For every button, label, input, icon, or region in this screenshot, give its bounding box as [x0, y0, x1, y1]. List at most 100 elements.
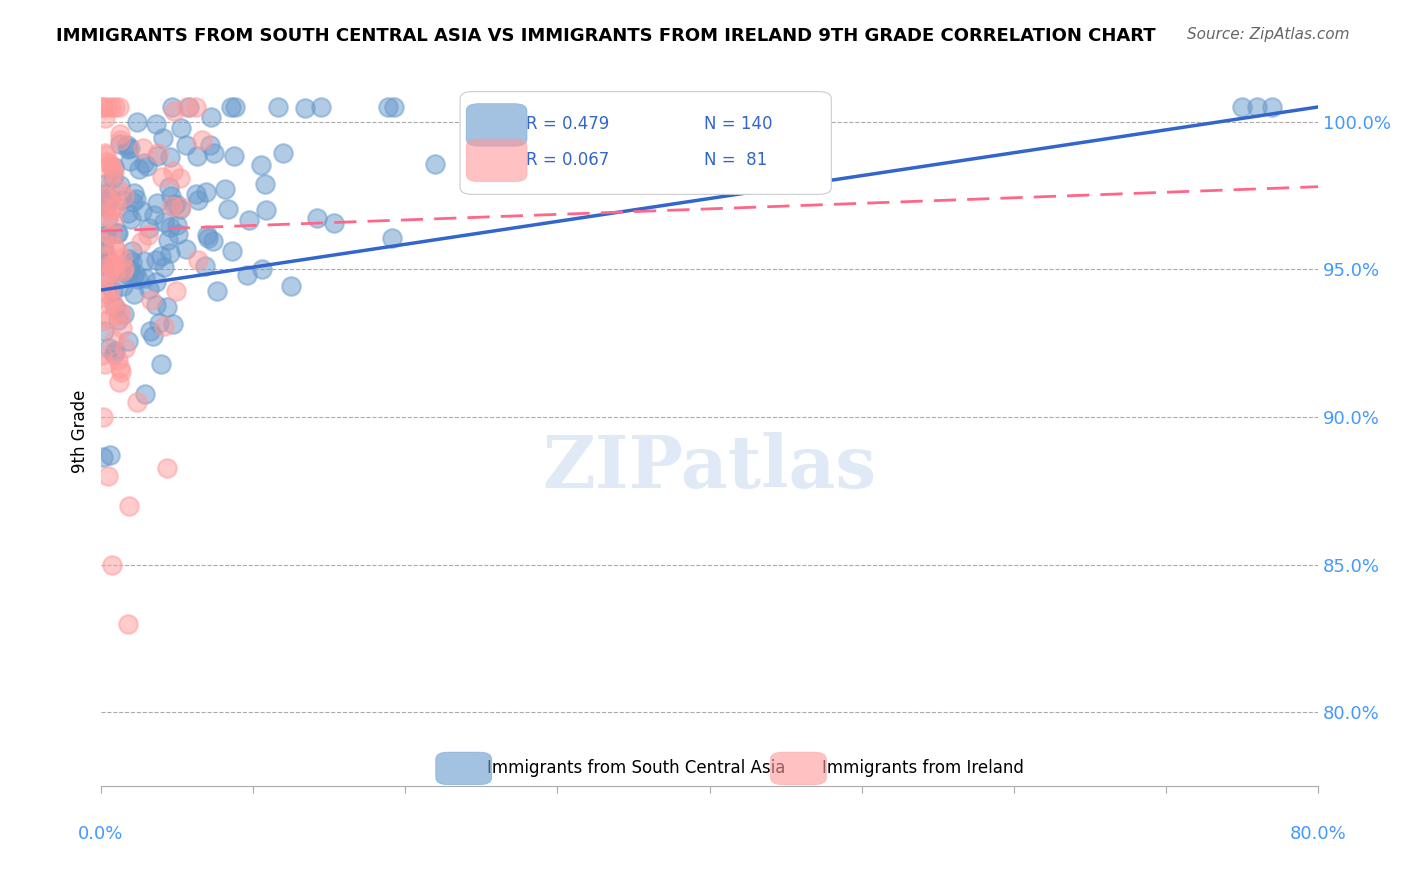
Point	[120, 154, 142, 169]
Point	[153, 318, 176, 333]
Text: Immigrants from Ireland: Immigrants from Ireland	[821, 759, 1024, 778]
Point	[108, 133, 131, 147]
Point	[214, 182, 236, 196]
Point	[98, 259, 121, 273]
Point	[1246, 100, 1268, 114]
Text: R = 0.067: R = 0.067	[526, 152, 609, 169]
Point	[224, 149, 246, 163]
Point	[107, 353, 129, 368]
Text: ZIPatlas: ZIPatlas	[543, 432, 877, 503]
Point	[471, 106, 494, 120]
Point	[100, 100, 122, 114]
Point	[90, 258, 112, 272]
Point	[96, 210, 118, 224]
Point	[108, 127, 131, 141]
Point	[112, 261, 135, 276]
Point	[100, 166, 122, 180]
Point	[91, 450, 114, 464]
Point	[93, 314, 115, 328]
Point	[219, 100, 242, 114]
Point	[93, 187, 115, 202]
Point	[136, 159, 159, 173]
Point	[187, 253, 209, 268]
Point	[134, 156, 156, 170]
Text: Source: ZipAtlas.com: Source: ZipAtlas.com	[1187, 27, 1350, 42]
Point	[195, 185, 218, 199]
FancyBboxPatch shape	[467, 103, 527, 146]
Point	[146, 148, 169, 162]
Point	[145, 252, 167, 267]
Point	[91, 100, 114, 114]
Point	[122, 186, 145, 200]
Point	[104, 300, 127, 314]
Point	[101, 558, 124, 572]
Point	[112, 264, 135, 278]
Point	[377, 100, 399, 114]
Point	[122, 287, 145, 301]
Text: Immigrants from South Central Asia: Immigrants from South Central Asia	[486, 759, 785, 778]
Point	[94, 189, 117, 203]
Point	[97, 469, 120, 483]
Point	[307, 211, 329, 226]
Point	[105, 226, 128, 240]
Point	[120, 212, 142, 227]
Point	[112, 307, 135, 321]
Point	[250, 158, 273, 172]
Point	[114, 341, 136, 355]
Y-axis label: 9th Grade: 9th Grade	[72, 390, 89, 474]
Point	[148, 316, 170, 330]
Point	[221, 244, 243, 258]
Point	[97, 341, 120, 355]
Text: IMMIGRANTS FROM SOUTH CENTRAL ASIA VS IMMIGRANTS FROM IRELAND 9TH GRADE CORRELAT: IMMIGRANTS FROM SOUTH CENTRAL ASIA VS IM…	[56, 27, 1156, 45]
Point	[120, 141, 142, 155]
Point	[117, 262, 139, 277]
Point	[111, 194, 134, 208]
Point	[122, 269, 145, 284]
Point	[100, 202, 122, 216]
Point	[110, 365, 132, 379]
Point	[252, 261, 274, 276]
Point	[131, 203, 153, 218]
Point	[685, 100, 707, 114]
Point	[96, 100, 118, 114]
Point	[170, 120, 193, 135]
Point	[107, 313, 129, 327]
Point	[202, 234, 225, 248]
Point	[238, 212, 260, 227]
Point	[169, 171, 191, 186]
Point	[117, 334, 139, 348]
Point	[174, 138, 197, 153]
Point	[423, 157, 446, 171]
Point	[118, 263, 141, 277]
Point	[93, 235, 115, 250]
Point	[271, 146, 294, 161]
Point	[104, 100, 127, 114]
Point	[194, 259, 217, 273]
Point	[198, 137, 221, 152]
Point	[382, 100, 405, 114]
Point	[1230, 100, 1253, 114]
Point	[93, 145, 115, 160]
Point	[103, 165, 125, 179]
Point	[138, 282, 160, 296]
Point	[145, 117, 167, 131]
Point	[205, 284, 228, 298]
Point	[121, 195, 143, 210]
Point	[94, 244, 117, 259]
Point	[129, 235, 152, 249]
Point	[98, 286, 121, 301]
Point	[153, 260, 176, 274]
Point	[485, 100, 508, 114]
Point	[134, 270, 156, 285]
Point	[94, 111, 117, 125]
Point	[165, 197, 187, 211]
Point	[111, 321, 134, 335]
Point	[145, 276, 167, 290]
Point	[153, 214, 176, 228]
Point	[128, 162, 150, 177]
Point	[191, 133, 214, 147]
Point	[96, 253, 118, 268]
Point	[90, 290, 112, 304]
Point	[101, 296, 124, 310]
Point	[97, 211, 120, 226]
